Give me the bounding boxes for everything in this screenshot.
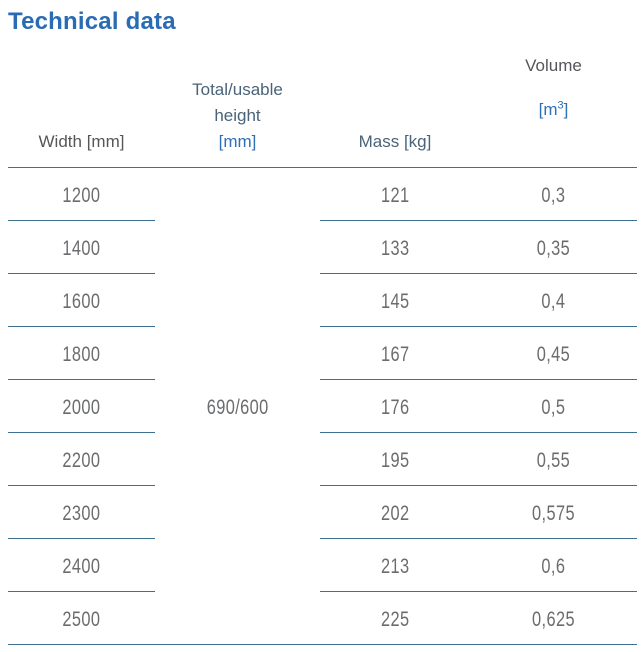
width-value: 2500 [62,607,101,631]
table-row: 1800 167 0,45 [8,326,637,380]
header-row: Width [mm] Total/usable height [mm] Mass… [8,40,637,168]
mass-cell: 167 [320,326,470,380]
mass-value: 202 [380,501,410,525]
height-merged-cell: 690/600 [155,167,320,645]
mass-cell: 121 [320,167,470,221]
width-value: 1800 [62,342,101,366]
width-value: 2000 [62,395,101,419]
mass-cell: 195 [320,432,470,486]
column-header-height: Total/usable height [mm] [155,40,320,168]
column-header-mass: Mass [kg] [320,40,470,168]
width-value: 1600 [62,289,101,313]
width-value: 1200 [62,183,101,207]
volume-value: 0,35 [536,236,571,260]
volume-value: 0,45 [536,342,571,366]
mass-cell: 213 [320,538,470,592]
volume-value: 0,4 [541,289,566,313]
volume-cell: 0,35 [470,220,637,274]
mass-cell: 225 [320,591,470,645]
volume-value: 0,625 [532,607,575,631]
width-cell: 2400 [8,538,155,592]
mass-value: 133 [380,236,410,260]
volume-cell: 0,5 [470,379,637,433]
mass-cell: 145 [320,273,470,327]
column-header-width: Width [mm] [8,40,155,168]
table-row: 2400 213 0,6 [8,538,637,592]
volume-value: 0,3 [541,183,566,207]
width-cell: 1600 [8,273,155,327]
volume-header-unit: [m3] [538,99,569,119]
width-value: 2200 [62,448,101,472]
width-cell: 2500 [8,591,155,645]
table-row: 2500 225 0,625 [8,591,637,645]
volume-cell: 0,6 [470,538,637,592]
height-header-line1: Total/usable [192,79,283,99]
mass-value: 213 [380,554,410,578]
table-row: 1200 690/600 121 0,3 [8,167,637,645]
width-cell: 1800 [8,326,155,380]
mass-value: 167 [380,342,410,366]
mass-value: 121 [380,183,410,207]
mass-value: 225 [380,607,410,631]
height-merged-value: 690/600 [206,395,269,419]
width-value: 2300 [62,501,101,525]
page-title: Technical data [8,8,176,35]
width-cell: 1200 [8,167,155,221]
mass-value: 176 [380,395,410,419]
volume-value: 0,575 [532,501,575,525]
volume-cell: 0,625 [470,591,637,645]
mass-cell: 176 [320,379,470,433]
technical-data-table: Width [mm] Total/usable height [mm] Mass… [8,40,637,645]
table-row: 2300 202 0,575 [8,485,637,539]
height-header-unit: [mm] [218,131,257,151]
volume-value: 0,55 [536,448,571,472]
volume-cell: 0,3 [470,167,637,221]
width-cell: 2200 [8,432,155,486]
table-row: 2000 176 0,5 [8,379,637,433]
table-row: 1400 133 0,35 [8,220,637,274]
volume-cell: 0,45 [470,326,637,380]
mass-header-label: Mass [kg] [358,131,432,151]
width-value: 1400 [62,236,101,260]
mass-value: 195 [380,448,410,472]
table-header: Width [mm] Total/usable height [mm] Mass… [8,40,637,168]
mass-value: 145 [380,289,410,313]
mass-cell: 202 [320,485,470,539]
mass-cell: 133 [320,220,470,274]
volume-header-label: Volume [525,56,582,75]
height-header-line2: height [214,105,261,125]
table-row: 2200 195 0,55 [8,432,637,486]
volume-value: 0,5 [541,395,566,419]
width-header-label: Width [mm] [38,131,125,151]
width-value: 2400 [62,554,101,578]
column-header-volume: Volume [m3] [470,40,637,168]
table-row: 1600 145 0,4 [8,273,637,327]
volume-cell: 0,4 [470,273,637,327]
volume-value: 0,6 [541,554,566,578]
width-cell: 2000 [8,379,155,433]
width-cell: 2300 [8,485,155,539]
volume-cell: 0,55 [470,432,637,486]
table-body: 1200 690/600 121 0,3 1400 133 0,35 1600 1… [8,167,637,645]
width-cell: 1400 [8,220,155,274]
volume-cell: 0,575 [470,485,637,539]
